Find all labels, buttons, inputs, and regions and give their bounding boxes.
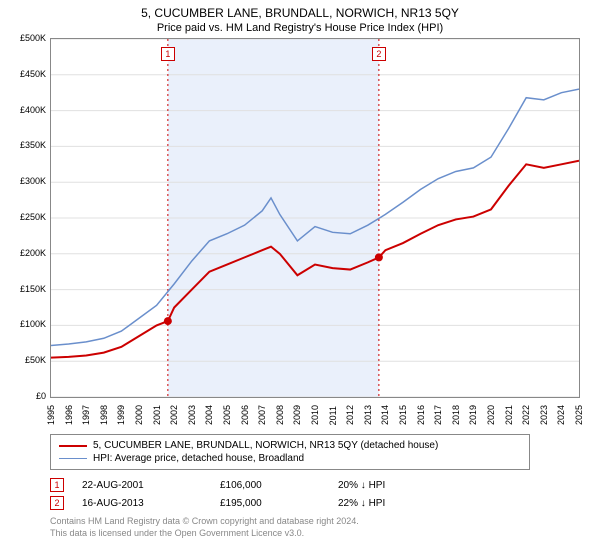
x-tick-label: 2013 bbox=[363, 405, 373, 425]
x-tick-label: 2012 bbox=[345, 405, 355, 425]
y-tick-label: £500K bbox=[0, 33, 50, 43]
x-tick-label: 2001 bbox=[152, 405, 162, 425]
sale-marker-badge: 1 bbox=[50, 478, 64, 492]
sale-markers-table: 1 22-AUG-2001 £106,000 20% ↓ HPI 2 16-AUG-201… bbox=[50, 476, 600, 512]
x-tick-label: 2015 bbox=[398, 405, 408, 425]
x-tick-label: 2003 bbox=[187, 405, 197, 425]
x-tick-label: 2023 bbox=[539, 405, 549, 425]
x-tick-label: 2011 bbox=[328, 406, 338, 425]
chart-subtitle: Price paid vs. HM Land Registry's House … bbox=[0, 20, 600, 38]
legend-item: 5, CUCUMBER LANE, BRUNDALL, NORWICH, NR1… bbox=[59, 439, 521, 452]
x-tick-label: 2006 bbox=[240, 405, 250, 425]
sale-marker-price: £106,000 bbox=[220, 480, 320, 491]
x-tick-label: 2020 bbox=[486, 405, 496, 425]
sale-marker-delta: 20% ↓ HPI bbox=[338, 480, 385, 491]
chart-marker-badge: 2 bbox=[372, 47, 386, 61]
x-tick-label: 2019 bbox=[468, 405, 478, 425]
sale-marker-row: 1 22-AUG-2001 £106,000 20% ↓ HPI bbox=[50, 476, 600, 494]
x-tick-label: 2016 bbox=[416, 405, 426, 425]
x-tick-label: 1997 bbox=[81, 405, 91, 425]
sale-marker-date: 16-AUG-2013 bbox=[82, 498, 202, 509]
x-tick-label: 2025 bbox=[574, 405, 584, 425]
y-tick-label: £0 bbox=[0, 391, 50, 401]
y-tick-label: £250K bbox=[0, 212, 50, 222]
x-tick-label: 1995 bbox=[46, 405, 56, 425]
chart-plot-area: 1995199619971998199920002001200220032004… bbox=[50, 38, 580, 398]
x-tick-label: 2007 bbox=[257, 405, 267, 425]
x-tick-label: 2022 bbox=[521, 405, 531, 425]
y-tick-label: £450K bbox=[0, 69, 50, 79]
y-tick-label: £50K bbox=[0, 355, 50, 365]
x-tick-label: 2014 bbox=[380, 405, 390, 425]
x-tick-label: 2018 bbox=[451, 405, 461, 425]
sale-marker-badge: 2 bbox=[50, 496, 64, 510]
footer-attribution: Contains HM Land Registry data © Crown c… bbox=[50, 516, 600, 539]
y-tick-label: £150K bbox=[0, 284, 50, 294]
y-tick-label: £100K bbox=[0, 319, 50, 329]
y-tick-label: £200K bbox=[0, 248, 50, 258]
legend: 5, CUCUMBER LANE, BRUNDALL, NORWICH, NR1… bbox=[50, 434, 530, 470]
sale-marker-price: £195,000 bbox=[220, 498, 320, 509]
legend-item: HPI: Average price, detached house, Broa… bbox=[59, 452, 521, 465]
x-tick-label: 2021 bbox=[504, 405, 514, 425]
legend-label: HPI: Average price, detached house, Broa… bbox=[93, 453, 304, 464]
x-tick-label: 2002 bbox=[169, 405, 179, 425]
x-tick-label: 1998 bbox=[99, 405, 109, 425]
x-tick-label: 2009 bbox=[292, 405, 302, 425]
sale-marker-row: 2 16-AUG-2013 £195,000 22% ↓ HPI bbox=[50, 494, 600, 512]
x-tick-label: 2010 bbox=[310, 405, 320, 425]
chart-svg bbox=[51, 39, 579, 397]
legend-label: 5, CUCUMBER LANE, BRUNDALL, NORWICH, NR1… bbox=[93, 440, 438, 451]
sale-marker-date: 22-AUG-2001 bbox=[82, 480, 202, 491]
y-axis: £0 £50K £100K £150K £200K £250K £300K £350K £400… bbox=[0, 38, 50, 398]
x-tick-label: 2005 bbox=[222, 405, 232, 425]
sale-marker-delta: 22% ↓ HPI bbox=[338, 498, 385, 509]
chart-marker-badge: 1 bbox=[161, 47, 175, 61]
footer-line-1: Contains HM Land Registry data © Crown c… bbox=[50, 516, 600, 528]
x-tick-label: 2017 bbox=[433, 405, 443, 425]
footer-line-2: This data is licensed under the Open Gov… bbox=[50, 528, 600, 540]
y-tick-label: £300K bbox=[0, 176, 50, 186]
x-tick-label: 2024 bbox=[556, 405, 566, 425]
x-tick-label: 1996 bbox=[64, 405, 74, 425]
y-tick-label: £350K bbox=[0, 140, 50, 150]
x-tick-label: 2004 bbox=[204, 405, 214, 425]
y-tick-label: £400K bbox=[0, 105, 50, 115]
legend-swatch bbox=[59, 458, 87, 459]
x-tick-label: 1999 bbox=[116, 405, 126, 425]
x-tick-label: 2000 bbox=[134, 405, 144, 425]
legend-swatch bbox=[59, 445, 87, 447]
chart-title: 5, CUCUMBER LANE, BRUNDALL, NORWICH, NR1… bbox=[0, 0, 600, 20]
x-tick-label: 2008 bbox=[275, 405, 285, 425]
